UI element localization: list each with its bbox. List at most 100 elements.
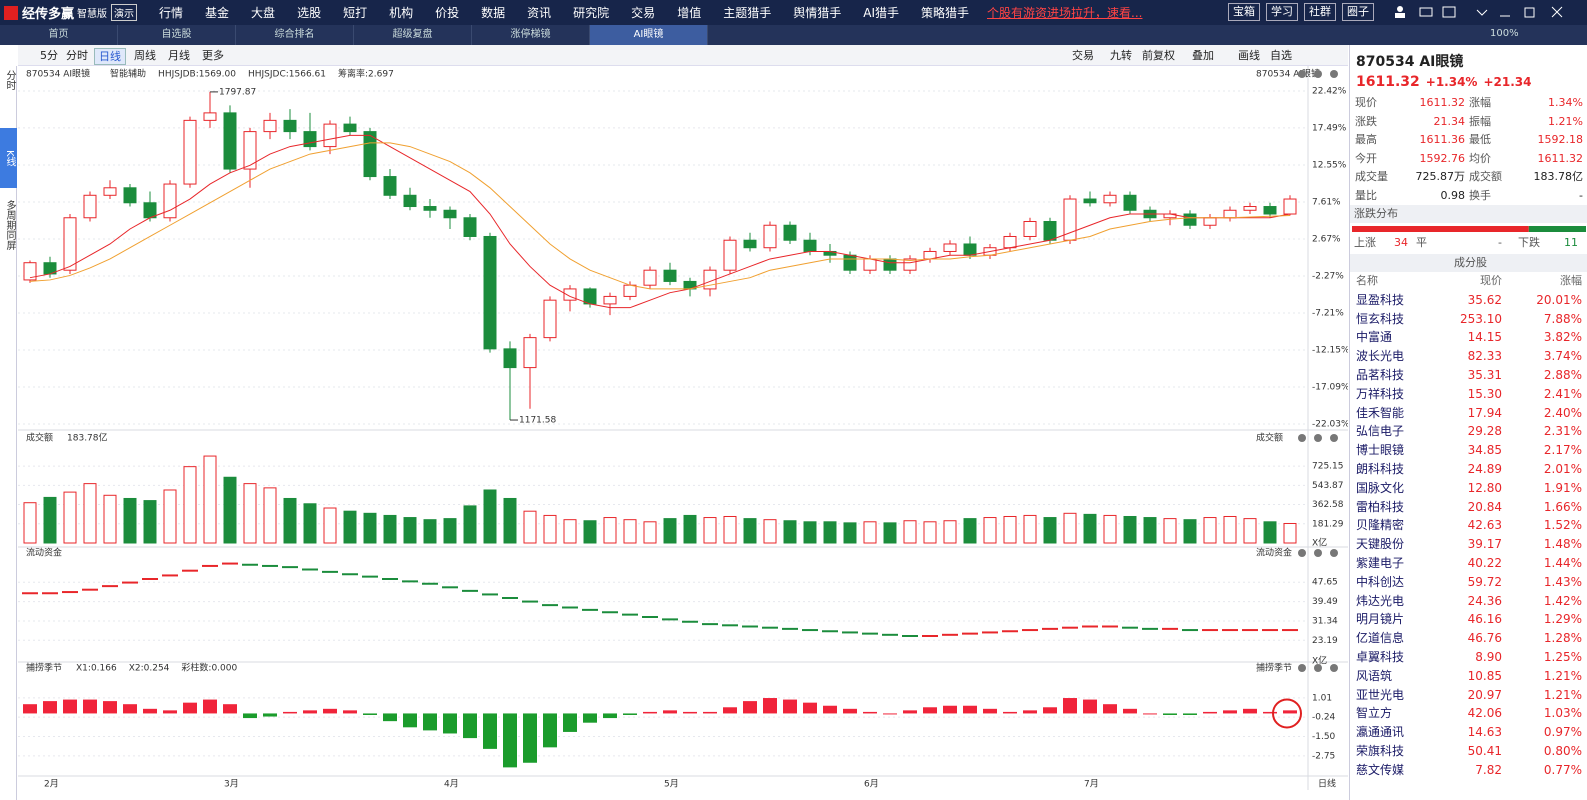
menu-item[interactable]: 机构 [389, 6, 414, 20]
const-row[interactable]: 贝隆精密 42.63 1.52% [1350, 516, 1587, 535]
x-tick-label: 3月 [224, 779, 239, 790]
menu-item[interactable]: 主题猎手 [723, 6, 772, 20]
volume-bar [1263, 521, 1277, 544]
stock-change: 2.17% [1543, 443, 1582, 458]
tool-button[interactable]: 叠加 [1192, 49, 1214, 62]
const-row[interactable]: 雷柏科技 20.84 1.66% [1350, 498, 1587, 517]
tool-button[interactable]: 画线 [1238, 49, 1260, 62]
tab[interactable]: 超级复盘 [354, 25, 472, 45]
top-button[interactable]: 宝箱 [1228, 3, 1260, 21]
y-tick-label: 1.01 [1312, 693, 1332, 703]
const-row[interactable]: 博士眼镜 34.85 2.17% [1350, 441, 1587, 460]
demo-badge[interactable]: 演示 [111, 4, 138, 21]
const-row[interactable]: 卓翼科技 8.90 1.25% [1350, 648, 1587, 667]
menu-item[interactable]: 价投 [435, 6, 460, 20]
chart-area: 870534 AI眼镜 870534 AI眼镜 智能辅助 HHJSJDB:1569.0… [18, 66, 1348, 790]
y-tick-label: 2.67% [1312, 234, 1341, 244]
tool-button[interactable]: 前复权 [1142, 49, 1175, 62]
promo-link[interactable]: 个股有游资进场拉升，速看... [987, 6, 1143, 20]
period-button[interactable]: 分时 [66, 49, 88, 62]
period-button[interactable]: 月线 [168, 49, 190, 62]
menu-item[interactable]: 大盘 [251, 6, 276, 20]
menu-item[interactable]: AI猎手 [863, 6, 899, 20]
const-row[interactable]: 紫建电子 40.22 1.44% [1350, 554, 1587, 573]
candle-body [23, 262, 37, 281]
panel-icon[interactable] [1314, 434, 1322, 442]
panel-icon[interactable] [1298, 70, 1306, 78]
period-button[interactable]: 日线 [94, 48, 126, 65]
const-row[interactable]: 万祥科技 15.30 2.41% [1350, 385, 1587, 404]
menu-item[interactable]: 舆情猎手 [793, 6, 842, 20]
const-row[interactable]: 炜达光电 24.36 1.42% [1350, 592, 1587, 611]
const-row[interactable]: 荣旗科技 50.41 0.80% [1350, 742, 1587, 761]
const-row[interactable]: 恒玄科技 253.10 7.88% [1350, 310, 1587, 329]
const-row[interactable]: 弘信电子 29.28 2.31% [1350, 422, 1587, 441]
menu-item[interactable]: 研究院 [573, 6, 610, 20]
panel-icon[interactable] [1298, 664, 1306, 672]
indicator-bar [703, 711, 717, 714]
const-row[interactable]: 朗科科技 24.89 2.01% [1350, 460, 1587, 479]
candle-body [143, 202, 157, 219]
top-button[interactable]: 学习 [1266, 3, 1298, 21]
tab[interactable]: 首页 [0, 25, 118, 45]
menu-item[interactable]: 短打 [343, 6, 368, 20]
menu-item[interactable]: 增值 [677, 6, 702, 20]
const-row[interactable]: 亚世光电 20.97 1.21% [1350, 686, 1587, 705]
menu-item[interactable]: 选股 [297, 6, 322, 20]
const-row[interactable]: 国脉文化 12.80 1.91% [1350, 479, 1587, 498]
const-row[interactable]: 亿道信息 46.76 1.28% [1350, 629, 1587, 648]
side-tab[interactable]: 分时 [4, 70, 15, 90]
tab[interactable]: 自选股 [118, 25, 236, 45]
menu-item[interactable]: 资讯 [527, 6, 552, 20]
tool-button[interactable]: 自选 [1270, 49, 1292, 62]
stock-change: 1.52% [1543, 518, 1582, 533]
period-button[interactable]: 5分 [40, 49, 58, 62]
side-tab[interactable]: 多周期同屏 [4, 200, 15, 250]
const-row[interactable]: 慈文传媒 7.82 0.77% [1350, 761, 1587, 780]
const-row[interactable]: 风语筑 10.85 1.21% [1350, 667, 1587, 686]
column-header: 涨幅 [1560, 274, 1582, 287]
menu-item[interactable]: 行情 [159, 6, 184, 20]
indicator-bar [963, 705, 977, 714]
panel-icon[interactable] [1330, 549, 1338, 557]
volume-bar [943, 520, 957, 544]
tab[interactable]: 综合排名 [236, 25, 354, 45]
stock-price: 82.33 [1467, 349, 1502, 364]
candle-body [743, 239, 757, 249]
period-button[interactable]: 更多 [202, 49, 224, 62]
const-row[interactable]: 中富通 14.15 3.82% [1350, 328, 1587, 347]
top-button[interactable]: 圈子 [1342, 3, 1374, 21]
panel-icon[interactable] [1314, 549, 1322, 557]
const-row[interactable]: 瀛通通讯 14.63 0.97% [1350, 723, 1587, 742]
const-row[interactable]: 品茗科技 35.31 2.88% [1350, 366, 1587, 385]
const-row[interactable]: 天键股份 39.17 1.48% [1350, 535, 1587, 554]
const-row[interactable]: 波长光电 82.33 3.74% [1350, 347, 1587, 366]
const-row[interactable]: 中科创达 59.72 1.43% [1350, 573, 1587, 592]
menu-item[interactable]: 数据 [481, 6, 506, 20]
tab[interactable]: 涨停梯镜 [472, 25, 590, 45]
tool-button[interactable]: 交易 [1072, 49, 1094, 62]
candle-body [1123, 194, 1137, 211]
side-tab[interactable]: K线 [0, 128, 17, 188]
tab[interactable]: AI眼镜 [590, 25, 708, 45]
menu-item[interactable]: 基金 [205, 6, 230, 20]
panel-icon[interactable] [1330, 664, 1338, 672]
stock-change: 1.29% [1543, 612, 1582, 627]
panel-icon[interactable] [1330, 434, 1338, 442]
menu-item[interactable]: 策略猎手 [920, 6, 969, 20]
const-row[interactable]: 显盈科技 35.62 20.01% [1350, 291, 1587, 310]
panel-icon[interactable] [1314, 664, 1322, 672]
tool-button[interactable]: 九转 [1110, 49, 1132, 62]
panel-icon[interactable] [1314, 70, 1322, 78]
stock-price: 42.63 [1467, 518, 1502, 533]
const-row[interactable]: 智立方 42.06 1.03% [1350, 704, 1587, 723]
const-row[interactable]: 明月镜片 46.16 1.29% [1350, 610, 1587, 629]
panel-icon[interactable] [1298, 549, 1306, 557]
const-row[interactable]: 佳禾智能 17.94 2.40% [1350, 404, 1587, 423]
period-label: 日线 [1318, 778, 1336, 790]
menu-item[interactable]: 交易 [631, 6, 656, 20]
top-button[interactable]: 社群 [1304, 3, 1336, 21]
panel-icon[interactable] [1330, 70, 1338, 78]
period-button[interactable]: 周线 [134, 49, 156, 62]
panel-icon[interactable] [1298, 434, 1306, 442]
